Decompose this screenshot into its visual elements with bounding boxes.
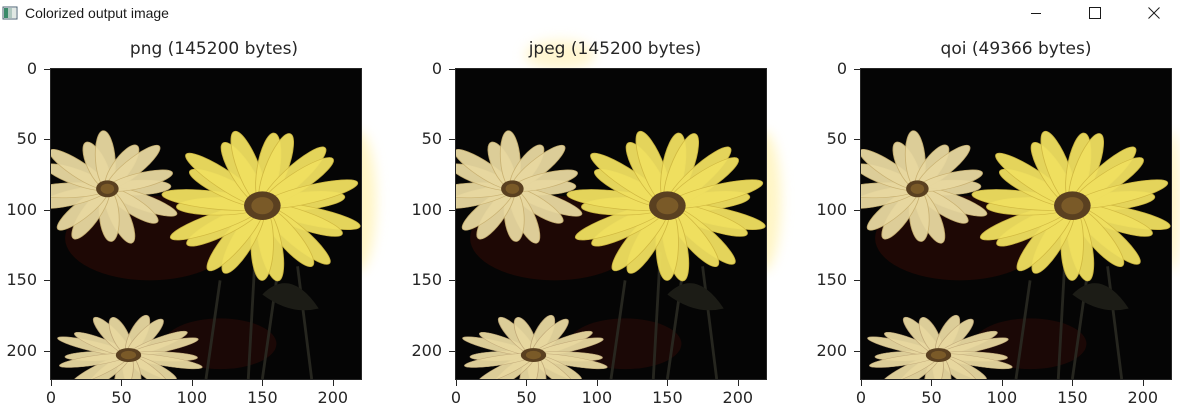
y-tick-label: 150 [411, 270, 442, 290]
x-tick-mark [456, 380, 457, 386]
image-axes [860, 68, 1172, 380]
x-tick-mark [861, 380, 862, 386]
y-tick-mark [44, 139, 50, 141]
x-tick-label: 100 [581, 388, 613, 407]
y-tick-mark [449, 139, 455, 141]
y-tick-label: 150 [816, 270, 847, 290]
window-title: Colorized output image [25, 5, 169, 21]
y-tick-mark [854, 350, 860, 352]
y-tick-mark [854, 139, 860, 141]
subplot-jpeg: jpeg (145200 bytes) 0 50 100 150 200 0 50 100 15… [405, 26, 805, 416]
window-titlebar[interactable]: Colorized output image [0, 0, 1180, 26]
x-tick-label: 100 [176, 388, 208, 407]
close-button[interactable] [1131, 0, 1177, 26]
y-tick-mark [854, 209, 860, 211]
x-tick-label: 200 [317, 388, 349, 407]
subplot-png: png (145200 bytes) 0 50 100 150 200 0 50 100 150… [0, 26, 400, 416]
close-icon [1148, 7, 1160, 19]
y-tick-label: 100 [411, 199, 442, 219]
y-tick-mark [854, 69, 860, 70]
x-tick-label: 150 [247, 388, 278, 407]
y-tick-label: 100 [6, 199, 37, 219]
x-tick-mark [737, 380, 739, 386]
y-tick-mark [854, 280, 860, 282]
x-tick-mark [1142, 380, 1144, 386]
x-tick-label: 0 [450, 388, 462, 407]
y-tick-label: 0 [431, 59, 442, 78]
x-tick-mark [191, 380, 193, 386]
x-tick-mark [667, 380, 669, 386]
x-tick-mark [596, 380, 598, 386]
y-tick-label: 50 [16, 129, 37, 149]
x-tick-mark [931, 380, 933, 386]
x-tick-label: 100 [986, 388, 1018, 407]
x-tick-label: 50 [921, 388, 942, 407]
app-icon [2, 5, 18, 21]
y-tick-mark [44, 209, 50, 211]
figure-canvas: png (145200 bytes) 0 50 100 150 200 0 50 100 150… [0, 26, 1180, 416]
x-tick-label: 150 [652, 388, 683, 407]
y-tick-label: 200 [816, 340, 847, 360]
y-tick-mark [449, 350, 455, 352]
y-tick-label: 200 [411, 340, 442, 360]
subplot-title: png (145200 bytes) [129, 39, 299, 59]
y-tick-label: 0 [836, 59, 847, 78]
image-axes [50, 68, 362, 380]
x-tick-label: 200 [1127, 388, 1159, 407]
subplot-title: qoi (49366 bytes) [940, 39, 1092, 59]
flower-image [861, 69, 1171, 379]
y-tick-mark [44, 350, 50, 352]
y-tick-label: 200 [6, 340, 37, 360]
image-axes [455, 68, 767, 380]
x-tick-mark [1001, 380, 1003, 386]
y-tick-mark [449, 69, 455, 70]
subplot-qoi: qoi (49366 bytes) 0 50 100 150 200 0 50 100 150 2… [810, 26, 1180, 416]
x-tick-label: 0 [855, 388, 867, 407]
y-tick-label: 100 [816, 199, 847, 219]
x-tick-label: 150 [1057, 388, 1088, 407]
x-tick-mark [51, 380, 52, 386]
y-tick-label: 150 [6, 270, 37, 290]
flower-image [456, 69, 766, 379]
x-tick-label: 50 [516, 388, 537, 407]
x-tick-label: 200 [722, 388, 754, 407]
minimize-icon [1030, 7, 1042, 19]
y-tick-label: 50 [421, 129, 442, 149]
x-tick-mark [262, 380, 264, 386]
y-tick-mark [44, 280, 50, 282]
x-tick-mark [526, 380, 528, 386]
image-bleed-glow-top [525, 40, 595, 70]
x-tick-mark [1072, 380, 1074, 386]
y-tick-mark [449, 209, 455, 211]
subplot-title: jpeg (145200 bytes) [528, 39, 702, 59]
y-tick-mark [44, 69, 50, 70]
y-tick-label: 0 [26, 59, 37, 78]
flower-image [51, 69, 361, 379]
x-tick-label: 50 [111, 388, 132, 407]
x-tick-label: 0 [45, 388, 57, 407]
x-tick-mark [332, 380, 334, 386]
y-tick-label: 50 [826, 129, 847, 149]
maximize-icon [1089, 7, 1101, 19]
y-tick-mark [449, 280, 455, 282]
maximize-button[interactable] [1072, 0, 1118, 26]
minimize-button[interactable] [1013, 0, 1059, 26]
x-tick-mark [121, 380, 123, 386]
